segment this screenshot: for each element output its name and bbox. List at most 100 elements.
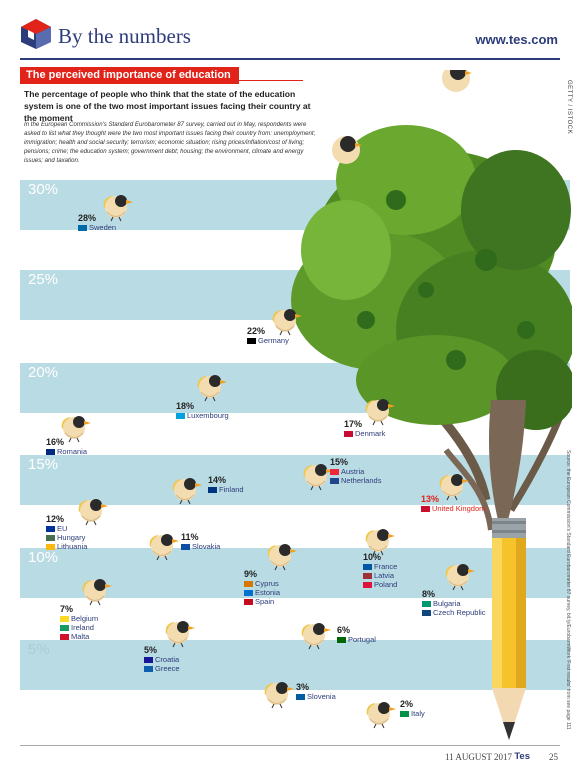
percentage-value: 18% [176, 401, 195, 411]
percentage-value: 10% [363, 552, 382, 562]
country-flag-icon [244, 590, 253, 597]
country-label: Greece [155, 664, 180, 673]
country-name: Romania [46, 447, 87, 456]
bird-marker-icon [366, 702, 396, 729]
country-flag-icon [296, 694, 305, 701]
page-number: 25 [549, 752, 558, 762]
country-label: Finland [219, 485, 244, 494]
data-point-label: 5% Croatia Greece [144, 646, 180, 673]
country-label: Belgium [71, 614, 99, 623]
country-flag-icon [330, 469, 339, 476]
country-flag-icon [244, 599, 253, 606]
y-tick-label: 15% [28, 456, 59, 473]
country-label: Poland [374, 580, 398, 589]
data-point-label: 12% EU Hungary Lithuania [46, 515, 87, 551]
y-tick-label: 25% [28, 271, 59, 288]
y-tick-label: 10% [28, 549, 59, 566]
country-label: EU [57, 524, 68, 533]
country-name: Latvia [363, 571, 397, 580]
country-name: Netherlands [330, 476, 381, 485]
data-point-label: 22% Germany [247, 327, 289, 345]
bird-marker-icon [172, 478, 202, 505]
percentage-value: 13% [421, 494, 440, 504]
bird-marker-icon [61, 416, 91, 443]
bird-marker-icon [439, 474, 469, 501]
percentage-value: 7% [60, 604, 74, 614]
chart-band [20, 548, 570, 598]
header-rule [20, 58, 560, 60]
data-point-label: 7% Belgium Ireland Malta [60, 605, 98, 641]
data-point-label: 6% Portugal [337, 626, 376, 644]
tree-pencil-illustration [291, 70, 572, 740]
country-name: Slovakia [181, 542, 220, 551]
source-note: Source: the European Commission's Standa… [565, 450, 571, 730]
country-name: Croatia [144, 655, 180, 664]
bird-marker-icon [445, 564, 475, 591]
percentage-value: 12% [46, 514, 65, 524]
country-flag-icon [421, 506, 430, 513]
bird-marker-icon [197, 375, 227, 402]
country-flag-icon [144, 657, 153, 664]
country-name: Austria [330, 467, 381, 476]
intro-text: In the European Commission's Standard Eu… [24, 121, 316, 164]
country-name: Belgium [60, 614, 98, 623]
country-flag-icon [60, 625, 69, 632]
country-flag-icon [344, 431, 353, 438]
percentage-value: 6% [337, 625, 351, 635]
data-point-label: 10% France Latvia Poland [363, 553, 397, 589]
country-label: Luxembourg [187, 411, 229, 420]
percentage-value: 14% [208, 475, 227, 485]
country-label: Lithuania [57, 542, 88, 551]
data-point-label: 2% Italy [400, 700, 425, 718]
data-point-label: 15% Austria Netherlands [330, 458, 381, 485]
country-label: Germany [258, 336, 289, 345]
country-flag-icon [144, 666, 153, 673]
country-name: Luxembourg [176, 411, 229, 420]
bird-marker-icon [103, 195, 133, 222]
data-point-label: 3% Slovenia [296, 683, 336, 701]
article-title: The perceived importance of education [20, 67, 239, 84]
country-name: France [363, 562, 397, 571]
bird-marker-icon [365, 529, 395, 556]
country-label: Austria [341, 467, 365, 476]
lead-text: The percentage of people who think that … [24, 89, 311, 123]
bird-marker-icon [365, 399, 395, 426]
country-label: Estonia [255, 588, 281, 597]
percentage-value: 2% [400, 699, 414, 709]
country-name: Malta [60, 632, 98, 641]
site-url[interactable]: www.tes.com [475, 32, 558, 47]
country-name: Finland [208, 485, 244, 494]
country-flag-icon [46, 449, 55, 456]
country-label: Slovakia [192, 542, 221, 551]
country-label: Ireland [71, 623, 94, 632]
country-flag-icon [208, 487, 217, 494]
country-label: Romania [57, 447, 88, 456]
country-flag-icon [78, 225, 87, 232]
country-label: Hungary [57, 533, 86, 542]
percentage-value: 28% [78, 213, 97, 223]
title-underline [20, 80, 303, 81]
data-point-label: 28% Sweden [78, 214, 116, 232]
data-point-label: 16% Romania [46, 438, 87, 456]
image-credit: GETTY / ISTOCK [566, 80, 572, 135]
country-label: Denmark [355, 429, 386, 438]
percentage-value: 9% [244, 569, 258, 579]
bird-marker-icon [149, 534, 179, 561]
country-label: Bulgaria [433, 599, 461, 608]
country-name: Bulgaria [422, 599, 486, 608]
data-point-label: 11% Slovakia [181, 533, 220, 551]
data-point-label: 18% Luxembourg [176, 402, 229, 420]
percentage-value: 8% [422, 589, 436, 599]
country-flag-icon [422, 610, 431, 617]
country-name: Lithuania [46, 542, 87, 551]
country-label: Italy [411, 709, 425, 718]
country-label: United Kingdom [432, 504, 486, 513]
percentage-value: 17% [344, 419, 363, 429]
country-flag-icon [46, 535, 55, 542]
footer-date: 11 AUGUST 2017 [444, 752, 512, 762]
country-flag-icon [363, 582, 372, 589]
country-name: Spain [244, 597, 280, 606]
bird-marker-icon [303, 464, 333, 491]
bird-marker-icon [82, 579, 112, 606]
percentage-value: 22% [247, 326, 266, 336]
